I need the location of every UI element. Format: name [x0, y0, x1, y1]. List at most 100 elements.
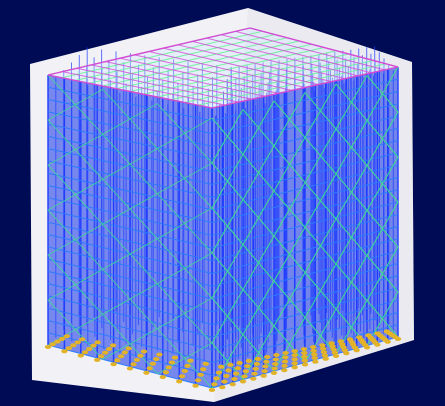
base-support — [281, 359, 289, 364]
scaffold-ledger — [47, 135, 213, 173]
base-support — [310, 348, 317, 353]
base-support — [74, 340, 82, 345]
base-support — [320, 350, 328, 354]
base-support — [218, 364, 225, 369]
scaffold-brace — [335, 83, 368, 121]
base-support — [168, 360, 176, 365]
base-support — [102, 350, 109, 355]
base-support — [321, 353, 329, 358]
scaffold-ledger — [47, 221, 213, 262]
scaffold-ledger — [211, 299, 399, 351]
base-support — [90, 343, 97, 348]
base-support — [271, 366, 278, 371]
base-support — [311, 352, 318, 357]
scaffold-brace — [47, 254, 104, 315]
base-support — [242, 369, 250, 374]
base-support — [61, 349, 68, 354]
scaffold-ledger — [47, 86, 213, 122]
scaffold-brace — [156, 283, 213, 344]
scaffold-ledger — [47, 123, 213, 160]
scaffold-ledger — [47, 295, 213, 338]
scaffold-brace — [273, 325, 306, 363]
scaffold-ledger — [211, 78, 399, 122]
scaffold-brace — [366, 75, 399, 113]
scaffold-brace — [211, 252, 244, 290]
scaffold-top-rail — [119, 57, 279, 94]
base-support — [211, 382, 218, 387]
base-support — [337, 339, 344, 344]
base-support — [121, 350, 128, 355]
scaffold-top-rail — [235, 30, 385, 71]
base-support — [215, 370, 223, 375]
scaffold-brace — [102, 178, 158, 240]
scaffold-ledger — [211, 213, 399, 262]
scaffold-brace — [335, 263, 368, 301]
scaffold-brace — [366, 120, 399, 158]
base-support — [291, 349, 298, 354]
base-support — [49, 342, 56, 347]
base-support — [181, 369, 188, 373]
base-support — [300, 347, 308, 352]
scaffold-brace — [47, 119, 104, 180]
scaffold-brace — [366, 210, 399, 248]
base-support — [202, 361, 209, 366]
scaffold-brace — [273, 190, 306, 228]
base-support — [322, 356, 329, 361]
scaffold-ledger — [211, 238, 399, 287]
base-support — [261, 369, 268, 374]
scaffold-brace — [47, 209, 104, 270]
scaffold-brace — [304, 272, 337, 310]
base-support — [272, 357, 279, 362]
scaffold-ledger — [47, 197, 213, 236]
base-support — [221, 379, 228, 384]
scaffold-ledger — [47, 270, 213, 313]
base-support — [194, 378, 202, 383]
base-support — [63, 334, 70, 339]
base-support — [140, 349, 148, 354]
base-support — [252, 366, 259, 371]
scaffold-brace — [242, 289, 275, 327]
base-support — [331, 350, 339, 355]
scaffold-brace — [47, 164, 104, 225]
base-support — [197, 372, 204, 377]
scaffold-top-rail — [134, 54, 292, 91]
scaffold-ledger — [211, 164, 399, 211]
base-support — [94, 340, 101, 345]
base-support — [330, 347, 337, 352]
base-support — [192, 383, 199, 388]
base-support — [282, 351, 289, 355]
base-support — [109, 343, 117, 348]
scaffold-top-rail — [192, 40, 346, 80]
base-support — [159, 375, 166, 380]
scaffold-brace — [211, 117, 244, 155]
base-support — [176, 379, 183, 384]
base-support — [365, 333, 372, 338]
base-support — [244, 364, 251, 369]
base-support — [329, 344, 336, 349]
base-support — [374, 331, 381, 336]
scaffold-ledger — [47, 209, 213, 249]
base-support — [291, 361, 298, 366]
scaffold-top-rail — [148, 51, 306, 88]
scaffold-brace — [304, 92, 337, 130]
base-support — [272, 362, 279, 366]
scaffold-ledger — [47, 307, 213, 351]
base-support — [200, 367, 207, 372]
base-support — [273, 353, 280, 357]
scaffold-brace — [335, 218, 368, 256]
scaffold-brace — [273, 280, 306, 318]
base-support — [213, 376, 220, 381]
scaffold-brace — [273, 100, 306, 138]
scaffold-top-deck — [48, 28, 398, 108]
base-support — [133, 358, 141, 362]
scaffold-top-edge — [47, 27, 251, 76]
base-support — [86, 347, 93, 351]
scaffold-brace — [242, 154, 275, 192]
base-support — [143, 370, 150, 375]
scaffold-brace — [156, 103, 213, 164]
base-support — [270, 371, 278, 375]
base-support — [301, 354, 308, 359]
scaffold-brace — [211, 207, 244, 245]
